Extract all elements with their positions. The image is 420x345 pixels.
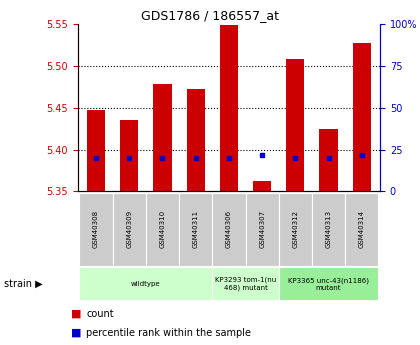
- Text: GSM40308: GSM40308: [93, 210, 99, 248]
- Bar: [120, 120, 138, 191]
- Bar: [153, 85, 172, 191]
- Bar: [87, 110, 105, 191]
- Bar: [186, 89, 205, 191]
- Text: GSM40312: GSM40312: [292, 210, 298, 248]
- Text: percentile rank within the sample: percentile rank within the sample: [86, 328, 251, 338]
- Text: KP3293 tom-1(nu
468) mutant: KP3293 tom-1(nu 468) mutant: [215, 277, 276, 291]
- Bar: [286, 59, 304, 191]
- Bar: [353, 42, 371, 191]
- Text: ■: ■: [71, 309, 82, 319]
- Text: GSM40309: GSM40309: [126, 210, 132, 248]
- Text: GDS1786 / 186557_at: GDS1786 / 186557_at: [141, 9, 279, 22]
- Bar: [220, 25, 238, 191]
- Text: GSM40310: GSM40310: [160, 210, 165, 248]
- Text: GSM40311: GSM40311: [193, 210, 199, 248]
- Text: GSM40306: GSM40306: [226, 210, 232, 248]
- Text: wildtype: wildtype: [131, 281, 160, 287]
- Text: GSM40314: GSM40314: [359, 210, 365, 248]
- Bar: [320, 129, 338, 191]
- Text: ■: ■: [71, 328, 82, 338]
- Text: strain ▶: strain ▶: [4, 279, 43, 289]
- Text: GSM40307: GSM40307: [259, 210, 265, 248]
- Text: count: count: [86, 309, 114, 319]
- Text: GSM40313: GSM40313: [326, 210, 332, 248]
- Text: KP3365 unc-43(n1186)
mutant: KP3365 unc-43(n1186) mutant: [288, 277, 369, 290]
- Bar: [253, 181, 271, 191]
